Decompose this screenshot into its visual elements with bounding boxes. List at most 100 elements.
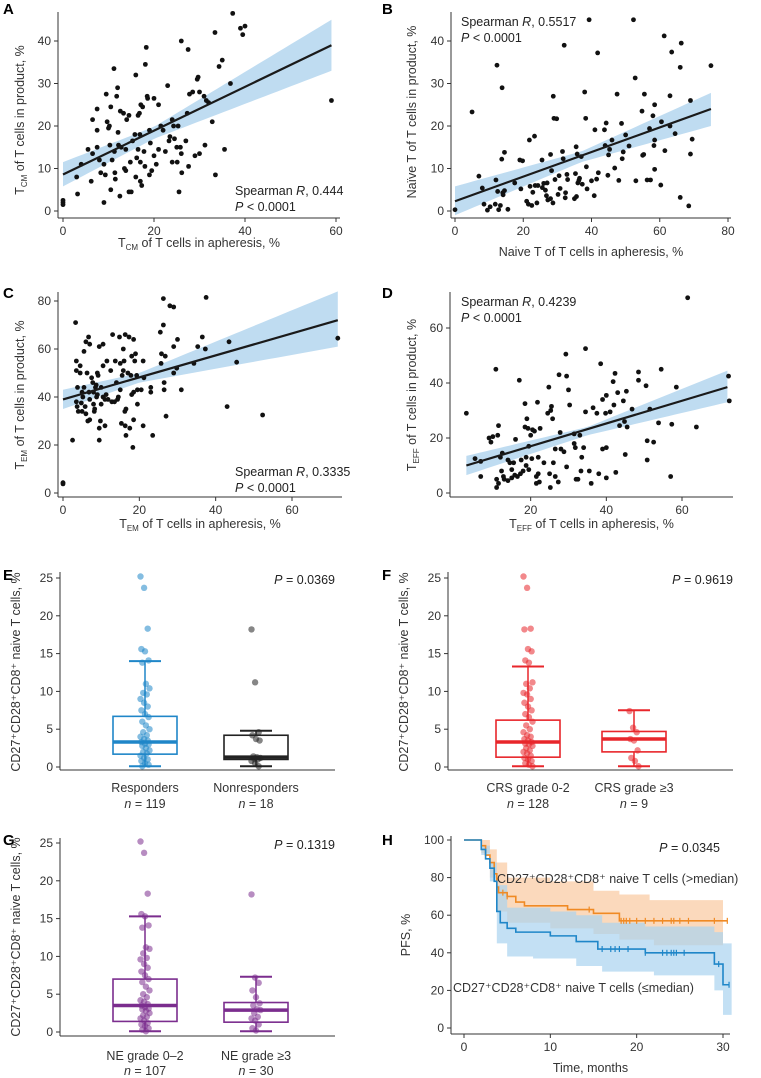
data-point <box>143 44 149 50</box>
data-point <box>528 432 534 438</box>
label-main: T <box>118 236 126 250</box>
data-point <box>486 435 492 441</box>
data-point <box>689 136 695 142</box>
data-point <box>610 379 616 385</box>
data-point <box>662 148 668 154</box>
data-point <box>101 200 107 205</box>
data-point <box>536 479 542 485</box>
data-point <box>129 353 135 359</box>
data-point <box>79 409 85 414</box>
r-symbol: R <box>296 465 305 479</box>
r-symbol: R <box>522 15 531 29</box>
label-rest: of T cells in product, % <box>405 319 419 448</box>
r-value: , 0.3335 <box>305 465 350 479</box>
data-point <box>560 149 565 154</box>
y-tick-label: 80 <box>431 871 445 885</box>
data-point <box>109 157 115 163</box>
data-point <box>140 849 148 857</box>
data-point <box>160 127 166 133</box>
data-point <box>146 987 153 994</box>
data-point <box>501 476 507 482</box>
y-tick-label: 20 <box>38 119 52 133</box>
data-point <box>527 183 533 189</box>
data-point <box>502 188 507 194</box>
data-point <box>73 358 79 364</box>
data-point <box>641 152 647 157</box>
data-point <box>609 137 615 143</box>
data-point <box>148 385 154 390</box>
data-point <box>522 401 528 407</box>
box-group: CRS grade ≥3 n = 9 <box>594 707 674 811</box>
data-point <box>139 659 146 666</box>
data-point <box>131 389 137 395</box>
group-n: n = 9 <box>620 797 648 811</box>
data-point <box>133 174 139 180</box>
data-point <box>479 185 485 191</box>
group-label: NE grade ≥3 <box>221 1049 291 1063</box>
y-tick-label: 20 <box>430 431 444 445</box>
data-point <box>100 363 106 369</box>
data-point <box>668 474 674 479</box>
data-point <box>162 353 168 359</box>
data-point <box>201 93 207 99</box>
data-point <box>165 83 171 89</box>
x-tick-label: 20 <box>630 1040 644 1054</box>
data-point <box>137 110 142 116</box>
y-tick-label: 0 <box>46 1025 53 1039</box>
data-point <box>234 359 240 365</box>
data-point <box>110 332 116 337</box>
data-point <box>98 170 104 176</box>
spearman-r: Spearman R, 0.4239 <box>461 295 576 309</box>
data-point <box>494 476 500 482</box>
data-point <box>548 408 554 413</box>
data-point <box>212 30 218 35</box>
data-point <box>586 17 592 23</box>
data-point <box>123 146 129 152</box>
n-value: = 107 <box>131 1064 166 1078</box>
data-point <box>178 387 184 393</box>
data-point <box>557 186 563 191</box>
n-symbol: n <box>124 1064 131 1078</box>
data-point <box>242 23 248 29</box>
data-point <box>226 339 232 345</box>
data-point <box>256 737 263 744</box>
data-point <box>84 370 90 376</box>
x-tick-label: 40 <box>238 224 252 238</box>
spearman-r: Spearman R, 0.5517 <box>461 15 576 29</box>
y-tick-label: 40 <box>431 946 445 960</box>
data-point <box>75 385 80 390</box>
data-point <box>120 346 126 352</box>
p-symbol: P <box>461 311 470 325</box>
y-tick-label: 0 <box>44 486 51 500</box>
data-point <box>651 439 657 445</box>
data-point <box>550 93 556 99</box>
data-point <box>139 924 146 931</box>
data-point <box>496 207 502 213</box>
data-point <box>73 320 78 325</box>
data-point <box>160 296 166 301</box>
y-tick-label: 60 <box>431 908 445 922</box>
data-point <box>509 467 515 473</box>
y-tick-label: 20 <box>40 874 54 888</box>
data-point <box>613 469 619 475</box>
data-point <box>176 189 182 195</box>
r-value: , 0.4239 <box>531 295 576 309</box>
data-point <box>251 974 259 981</box>
y-tick-label: 40 <box>430 376 444 390</box>
x-axis-label: TCM of T cells in apheresis, % <box>118 236 280 252</box>
data-point <box>634 747 641 754</box>
data-point <box>98 418 103 424</box>
data-point <box>505 206 511 212</box>
data-point <box>525 659 533 666</box>
data-point <box>96 344 102 349</box>
data-point <box>550 200 556 206</box>
regression-line <box>62 44 332 176</box>
data-point <box>107 123 112 129</box>
data-point <box>88 178 94 184</box>
data-point <box>594 410 600 416</box>
data-point <box>497 203 503 208</box>
data-point <box>557 430 563 435</box>
data-point <box>161 387 167 393</box>
data-point <box>669 49 675 55</box>
data-point <box>525 713 533 721</box>
